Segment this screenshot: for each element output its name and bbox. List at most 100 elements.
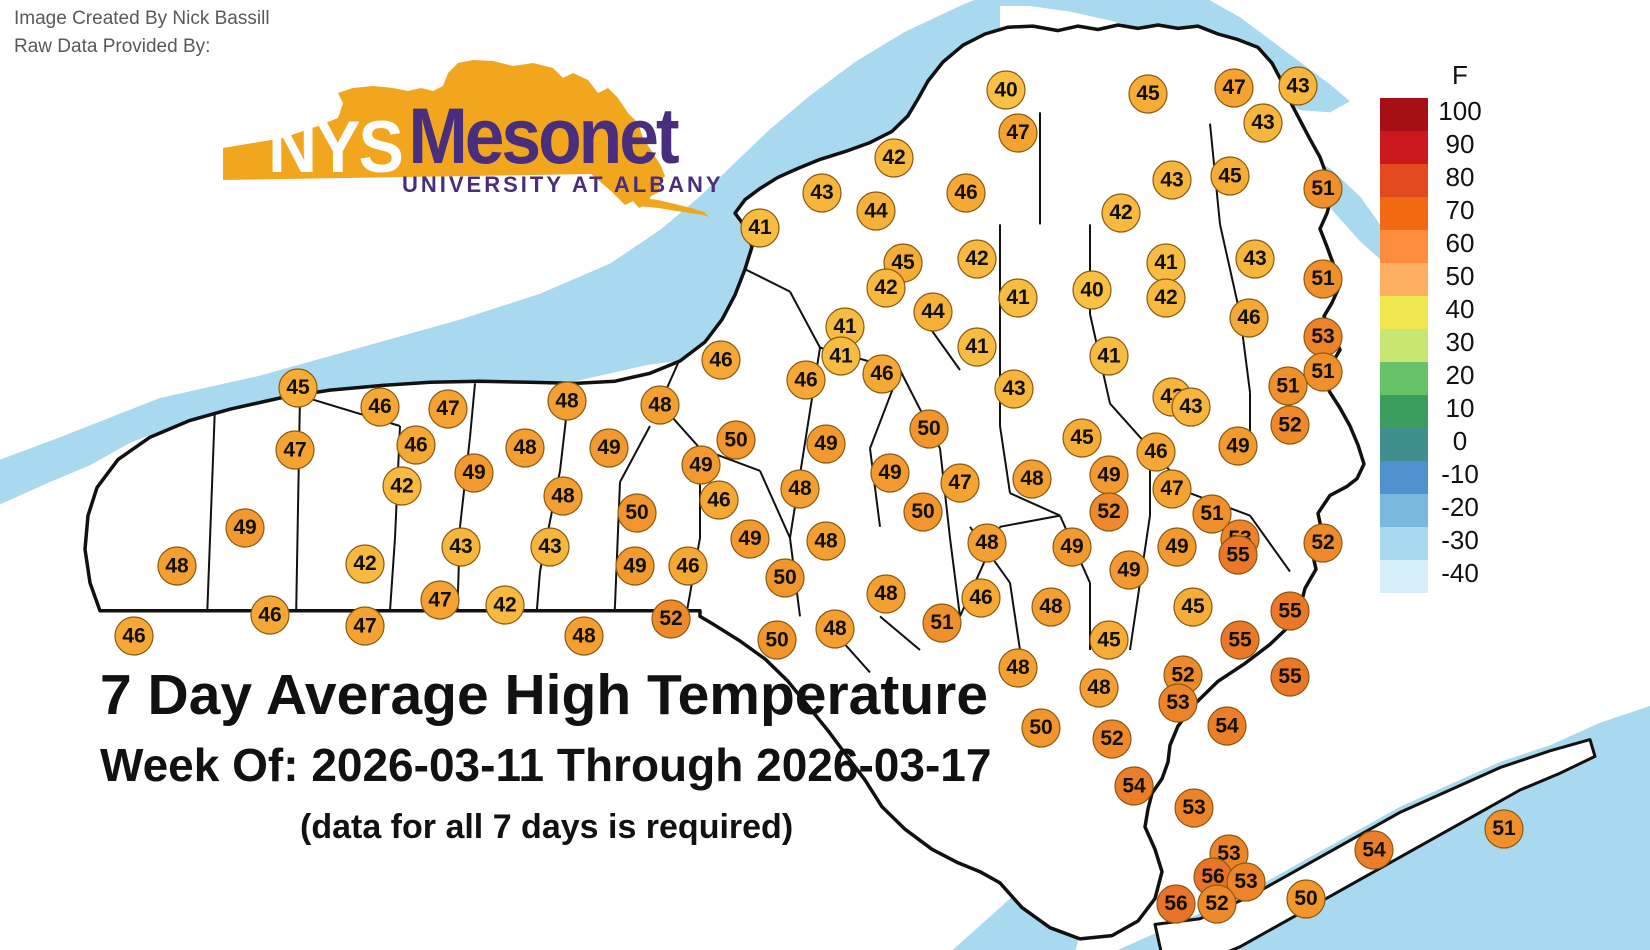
svg-text:41: 41 [833, 315, 857, 338]
svg-text:30: 30 [1446, 327, 1475, 357]
svg-text:51: 51 [930, 611, 954, 634]
svg-text:48: 48 [1087, 676, 1111, 699]
svg-text:80: 80 [1446, 162, 1475, 192]
svg-text:48: 48 [1020, 467, 1044, 490]
svg-text:48: 48 [975, 531, 999, 554]
svg-text:43: 43 [1002, 377, 1025, 400]
svg-text:51: 51 [1311, 267, 1335, 290]
svg-text:-20: -20 [1441, 492, 1479, 522]
svg-text:45: 45 [1136, 82, 1160, 105]
svg-text:-10: -10 [1441, 459, 1479, 489]
svg-text:52: 52 [659, 607, 682, 630]
svg-text:46: 46 [1237, 306, 1260, 329]
svg-text:45: 45 [1070, 426, 1094, 449]
svg-text:42: 42 [882, 146, 905, 169]
svg-text:52: 52 [1097, 500, 1120, 523]
svg-text:55: 55 [1278, 665, 1302, 688]
svg-text:45: 45 [1181, 595, 1205, 618]
svg-text:55: 55 [1278, 599, 1302, 622]
svg-text:48: 48 [1039, 595, 1063, 618]
svg-text:46: 46 [368, 395, 391, 418]
svg-text:48: 48 [513, 436, 537, 459]
svg-text:F: F [1452, 60, 1468, 90]
svg-text:70: 70 [1446, 195, 1475, 225]
svg-text:47: 47 [1160, 477, 1183, 500]
svg-text:49: 49 [233, 516, 256, 539]
svg-text:43: 43 [1251, 111, 1274, 134]
svg-text:42: 42 [874, 276, 897, 299]
svg-text:20: 20 [1446, 360, 1475, 390]
svg-text:40: 40 [1446, 294, 1475, 324]
svg-text:42: 42 [1154, 286, 1177, 309]
svg-text:47: 47 [948, 471, 971, 494]
svg-text:44: 44 [921, 300, 945, 323]
svg-text:48: 48 [874, 582, 898, 605]
svg-text:45: 45 [1097, 628, 1121, 651]
svg-text:46: 46 [954, 181, 977, 204]
svg-text:49: 49 [878, 461, 901, 484]
svg-text:48: 48 [555, 389, 579, 412]
svg-text:44: 44 [864, 199, 888, 222]
svg-text:49: 49 [462, 461, 485, 484]
svg-text:47: 47 [1222, 76, 1245, 99]
svg-text:42: 42 [493, 593, 516, 616]
svg-text:48: 48 [788, 477, 812, 500]
svg-text:47: 47 [353, 614, 376, 637]
svg-text:49: 49 [1097, 463, 1120, 486]
svg-text:46: 46 [1144, 440, 1167, 463]
svg-text:48: 48 [165, 554, 189, 577]
svg-text:43: 43 [1286, 74, 1309, 97]
svg-text:41: 41 [965, 335, 989, 358]
svg-text:52: 52 [1205, 892, 1228, 915]
svg-text:50: 50 [1294, 887, 1317, 910]
svg-text:42: 42 [353, 552, 376, 575]
svg-text:46: 46 [676, 554, 699, 577]
svg-text:52: 52 [1278, 413, 1301, 436]
svg-text:50: 50 [773, 566, 796, 589]
svg-text:46: 46 [404, 433, 427, 456]
svg-text:0: 0 [1453, 426, 1467, 456]
svg-text:51: 51 [1200, 502, 1224, 525]
svg-text:50: 50 [917, 417, 940, 440]
svg-text:46: 46 [870, 362, 893, 385]
svg-text:48: 48 [823, 617, 847, 640]
svg-text:43: 43 [1160, 168, 1183, 191]
svg-text:-40: -40 [1441, 558, 1479, 588]
svg-text:43: 43 [538, 535, 561, 558]
svg-text:49: 49 [738, 527, 761, 550]
svg-text:42: 42 [1109, 201, 1132, 224]
svg-text:49: 49 [1060, 535, 1083, 558]
svg-text:46: 46 [969, 586, 992, 609]
svg-text:43: 43 [810, 181, 833, 204]
svg-text:42: 42 [965, 247, 988, 270]
svg-text:51: 51 [1492, 817, 1516, 840]
svg-text:47: 47 [428, 588, 451, 611]
svg-text:50: 50 [625, 501, 648, 524]
svg-text:54: 54 [1362, 838, 1386, 861]
svg-text:43: 43 [1179, 395, 1202, 418]
svg-text:48: 48 [814, 529, 838, 552]
svg-text:41: 41 [1154, 251, 1178, 274]
svg-text:48: 48 [572, 624, 596, 647]
svg-text:45: 45 [286, 376, 310, 399]
svg-text:49: 49 [597, 436, 620, 459]
svg-text:10: 10 [1446, 393, 1475, 423]
svg-text:54: 54 [1122, 774, 1146, 797]
svg-text:40: 40 [1080, 278, 1103, 301]
svg-text:49: 49 [623, 554, 646, 577]
svg-text:43: 43 [1243, 247, 1266, 270]
svg-text:48: 48 [648, 393, 672, 416]
svg-text:42: 42 [390, 474, 413, 497]
svg-text:54: 54 [1215, 714, 1239, 737]
svg-text:40: 40 [994, 78, 1017, 101]
svg-text:45: 45 [1218, 164, 1242, 187]
svg-text:49: 49 [1226, 434, 1249, 457]
svg-text:46: 46 [794, 368, 817, 391]
svg-text:50: 50 [765, 628, 788, 651]
svg-text:48: 48 [551, 484, 575, 507]
svg-text:52: 52 [1171, 663, 1194, 686]
svg-text:53: 53 [1311, 325, 1334, 348]
svg-text:46: 46 [709, 348, 732, 371]
svg-text:55: 55 [1228, 628, 1252, 651]
svg-text:47: 47 [1006, 121, 1029, 144]
